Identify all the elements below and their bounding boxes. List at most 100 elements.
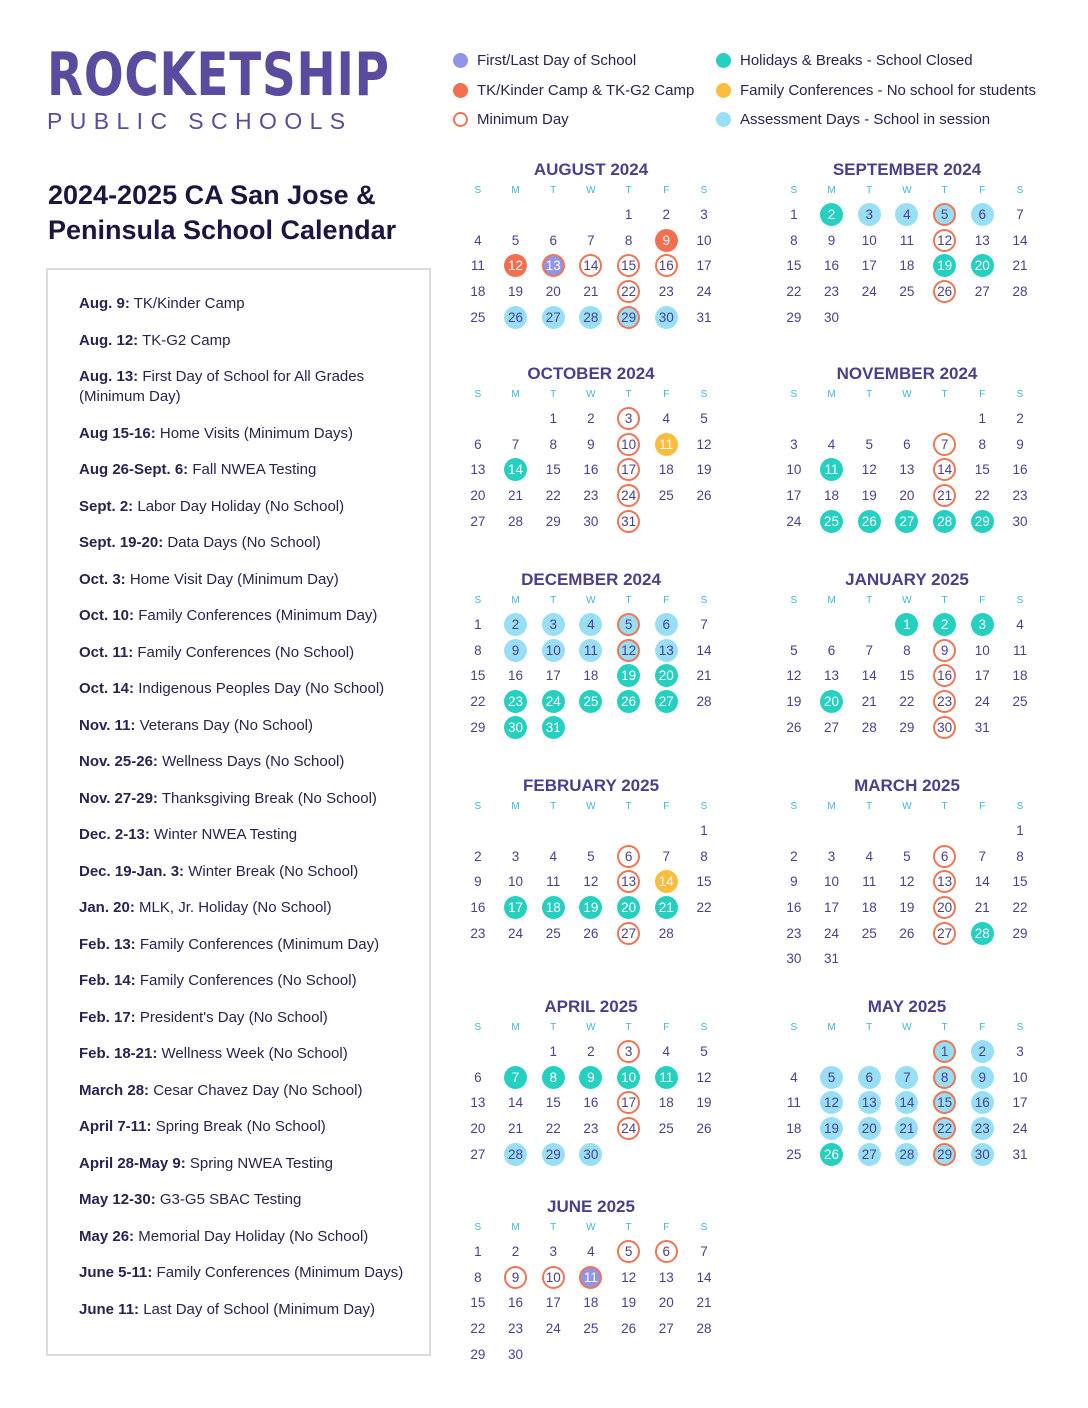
- day-number: 19: [786, 694, 802, 710]
- calendar-day: 17: [685, 253, 723, 279]
- day-number: 29: [470, 1346, 486, 1362]
- calendar-day: 10: [685, 228, 723, 254]
- calendar-day: 29: [459, 714, 497, 740]
- weekday-label: M: [827, 595, 836, 606]
- calendar-day: 24: [497, 920, 535, 946]
- event-description: First Day of School for All Grades (Mini…: [79, 368, 365, 405]
- calendar-day: 14: [647, 869, 685, 895]
- calendar-day: 20: [963, 253, 1001, 279]
- event-date: Feb. 13:: [79, 935, 136, 953]
- calendar-day: 21: [572, 279, 610, 305]
- calendar-day: 9: [459, 869, 497, 895]
- day-number: 21: [508, 1121, 524, 1137]
- calendar-day: 10: [534, 638, 572, 664]
- event-description: Fall NWEA Testing: [192, 461, 317, 478]
- day-number: 5: [933, 203, 957, 227]
- calendar-day: 13: [610, 869, 648, 895]
- day-number: 19: [696, 462, 712, 478]
- calendar-day: 26: [610, 689, 648, 715]
- empty-cell: [963, 818, 1001, 844]
- day-number: 9: [587, 436, 595, 452]
- day-number: 31: [974, 719, 990, 735]
- day-number: 1: [895, 613, 919, 637]
- day-number: 14: [895, 1091, 919, 1115]
- weekday-label: S: [474, 185, 482, 196]
- calendar-day: 24: [775, 508, 813, 534]
- day-number: 5: [903, 848, 911, 864]
- day-number: 1: [1016, 823, 1024, 839]
- month-october-2024: OCTOBER 2024 S M T W T F S 1 2 3 4 5 6 7 8 9 10 11 12 13 14 15…: [459, 364, 723, 534]
- calendar-day: 28: [850, 714, 888, 740]
- calendar-day: 28: [685, 689, 723, 715]
- event-description: Thanksgiving Break (No School): [161, 789, 377, 807]
- legend-item: Minimum Day: [453, 105, 694, 135]
- calendar-day: 25: [813, 508, 851, 534]
- day-number: 5: [700, 1044, 708, 1060]
- day-number: 23: [583, 488, 599, 504]
- calendar-day: 23: [775, 920, 813, 946]
- calendar-day: 23: [572, 1116, 610, 1142]
- calendar-day: 19: [685, 1090, 723, 1116]
- day-number: 19: [579, 896, 603, 920]
- event-item: Oct. 14: Indigenous Peoples Day (No Scho…: [79, 679, 409, 699]
- day-number: 26: [857, 509, 881, 533]
- day-number: 12: [899, 874, 915, 890]
- day-number: 16: [508, 668, 524, 684]
- day-number: 30: [654, 305, 678, 329]
- calendar-day: 26: [497, 304, 535, 330]
- calendar-day: 15: [459, 1290, 497, 1316]
- day-number: 24: [861, 284, 877, 300]
- calendar-day: 19: [685, 457, 723, 483]
- day-number: 25: [899, 284, 915, 300]
- calendar-day: 12: [813, 1090, 851, 1116]
- calendar-day: 12: [926, 228, 964, 254]
- day-number: 25: [1012, 694, 1028, 710]
- calendar-day: 7: [926, 432, 964, 458]
- calendar-day: 23: [572, 483, 610, 509]
- calendar-day: 7: [497, 1065, 535, 1091]
- calendar-day: 8: [459, 638, 497, 664]
- weekday-label: S: [700, 1022, 708, 1033]
- day-number: 6: [654, 1240, 678, 1264]
- calendar-day: 7: [572, 228, 610, 254]
- calendar-day: 21: [888, 1116, 926, 1142]
- day-number: 6: [654, 613, 678, 637]
- day-number: 29: [617, 305, 641, 329]
- calendar-day: 15: [775, 253, 813, 279]
- month-grid: S M T W T F S 1 2 3 4 5 6 7 8 9 10 11 12 13 14 15 16 17 18 19 20 21…: [775, 180, 1039, 330]
- calendar-day: 25: [459, 304, 497, 330]
- day-number: 2: [820, 203, 844, 227]
- logo-wordmark: ROCKETSHIP: [47, 40, 390, 110]
- calendar-day: 20: [813, 689, 851, 715]
- day-number: 8: [624, 232, 633, 248]
- calendar-day: 28: [926, 508, 964, 534]
- empty-cell: [497, 202, 535, 228]
- calendar-day: 1: [888, 612, 926, 638]
- day-number: 26: [696, 488, 712, 504]
- day-number: 10: [696, 232, 712, 248]
- weekday-label: S: [700, 185, 708, 196]
- weekday-label: F: [979, 389, 986, 400]
- calendar-day: 31: [685, 304, 723, 330]
- day-number: 9: [970, 1065, 994, 1089]
- day-number: 8: [1016, 848, 1024, 864]
- day-number: 18: [541, 896, 565, 920]
- calendar-day: 29: [926, 1141, 964, 1167]
- day-number: 23: [470, 925, 486, 941]
- event-description: Family Conferences (Minimum Day): [139, 935, 380, 953]
- event-item: Aug 26-Sept. 6: Fall NWEA Testing: [79, 460, 409, 480]
- calendar-day: 24: [813, 920, 851, 946]
- calendar-day: 27: [534, 304, 572, 330]
- day-number: 4: [579, 613, 603, 637]
- calendar-day: 4: [850, 844, 888, 870]
- event-date: April 28-May 9:: [79, 1154, 186, 1172]
- empty-cell: [850, 818, 888, 844]
- day-number: 10: [1012, 1069, 1028, 1085]
- day-number: 6: [827, 642, 836, 658]
- event-item: April 28-May 9: Spring NWEA Testing: [79, 1154, 409, 1174]
- calendar-day: 22: [610, 279, 648, 305]
- weekday-label: T: [550, 801, 557, 812]
- calendar-day: 7: [1001, 202, 1039, 228]
- day-number: 25: [579, 690, 603, 714]
- weekday-label: T: [866, 801, 873, 812]
